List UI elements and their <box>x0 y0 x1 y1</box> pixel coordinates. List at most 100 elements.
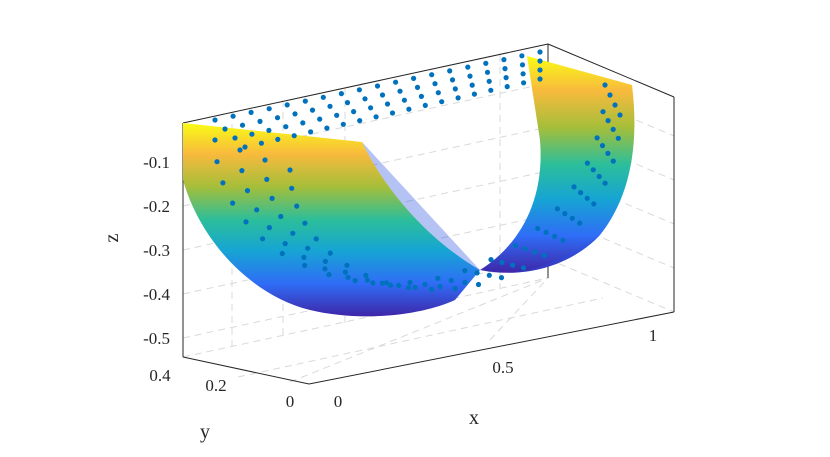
z-tick-label: -0.2 <box>143 197 170 216</box>
scatter-point <box>357 118 363 124</box>
scatter-point <box>519 62 526 68</box>
scatter-point <box>520 71 526 77</box>
scatter-point <box>594 135 600 141</box>
scatter-point <box>521 80 527 86</box>
scatter-point <box>552 233 558 239</box>
scatter-point <box>291 133 297 139</box>
scatter-point <box>320 94 326 100</box>
scatter-point <box>373 114 379 120</box>
scatter-point <box>578 190 584 196</box>
y-axis-label: y <box>200 421 210 443</box>
scatter-point <box>437 283 443 290</box>
scatter-point <box>322 258 328 264</box>
scatter-point <box>364 277 370 283</box>
scatter-point <box>577 220 583 226</box>
scatter-point <box>501 57 507 63</box>
scatter-point <box>326 272 332 278</box>
scatter-point <box>512 242 519 249</box>
scatter-point <box>352 278 358 284</box>
scatter-point <box>212 137 218 143</box>
scatter-point <box>596 173 602 180</box>
scatter-point <box>455 95 461 101</box>
scatter-point <box>600 109 606 115</box>
surface <box>183 56 635 317</box>
scatter-point <box>584 160 591 166</box>
scatter-point <box>379 280 385 286</box>
z-tick-label: -0.1 <box>143 153 170 172</box>
scatter-point <box>308 129 314 135</box>
scatter-point <box>344 262 350 268</box>
scatter-point <box>612 102 618 108</box>
scatter-point <box>374 83 381 89</box>
scatter-point <box>257 118 263 124</box>
scatter-point <box>452 86 458 92</box>
scatter-point <box>488 87 494 93</box>
z-tick-label: -0.4 <box>143 285 170 304</box>
scatter-point <box>388 282 394 288</box>
scatter-point <box>554 206 561 212</box>
scatter-point <box>469 82 475 88</box>
scatter-point <box>370 280 376 286</box>
scatter-point <box>407 279 413 286</box>
scatter-point <box>484 69 491 75</box>
scatter-point <box>302 262 308 269</box>
scatter-point <box>599 143 606 149</box>
scatter-point <box>283 124 289 130</box>
scatter-point <box>435 90 441 96</box>
z-axis-label: z <box>101 233 123 242</box>
scatter-point <box>602 82 608 88</box>
x-tick-label: 1 <box>649 326 658 345</box>
scatter-point <box>560 237 566 243</box>
scatter-point <box>269 195 275 201</box>
scatter-point <box>264 176 270 182</box>
scatter-point <box>499 259 505 265</box>
scatter-point <box>406 106 412 112</box>
scatter-point <box>502 66 508 72</box>
scatter-point <box>610 158 616 164</box>
scatter-point <box>220 180 226 186</box>
scatter-point <box>397 88 403 94</box>
scatter-point <box>278 213 284 220</box>
scatter-point <box>300 120 306 126</box>
scatter-point <box>405 285 412 291</box>
scatter-point <box>439 99 445 105</box>
scatter-point <box>537 49 543 55</box>
z-tick-label: -0.5 <box>143 329 170 348</box>
scatter-point <box>239 122 246 128</box>
scatter-point <box>322 266 328 272</box>
scatter-point <box>522 246 528 252</box>
scatter-point <box>498 275 505 281</box>
scatter-point <box>262 157 268 163</box>
scatter-point <box>258 140 264 146</box>
scatter-point <box>327 250 333 256</box>
scatter-point <box>569 215 575 221</box>
scatter-point <box>266 127 272 133</box>
scatter-point <box>212 117 218 123</box>
scatter-point <box>222 126 228 132</box>
scatter-point <box>230 200 236 206</box>
y-tick-label: 0 <box>286 392 295 411</box>
scatter-point <box>520 265 527 271</box>
scatter-point <box>290 230 296 236</box>
scatter-point <box>282 241 288 247</box>
scatter-point <box>607 92 613 98</box>
scatter-point <box>379 92 386 98</box>
scatter-point <box>340 121 346 127</box>
scatter-point <box>504 84 510 90</box>
scatter-point <box>248 109 254 115</box>
scatter-point <box>541 252 547 258</box>
scatter-point <box>462 279 468 285</box>
scatter-point <box>615 135 621 141</box>
scatter-point <box>486 78 492 84</box>
scatter-point <box>289 185 295 191</box>
scatter-point <box>324 125 330 131</box>
scatter-point <box>389 110 396 116</box>
scatter-point <box>475 281 482 288</box>
x-tick-label: 0.5 <box>492 358 513 377</box>
scatter-point <box>537 76 543 82</box>
y-ticks: 0 0.2 0.4 <box>149 366 294 411</box>
scatter-point <box>532 249 538 255</box>
scatter-point <box>467 73 473 79</box>
scatter-point <box>334 112 340 118</box>
